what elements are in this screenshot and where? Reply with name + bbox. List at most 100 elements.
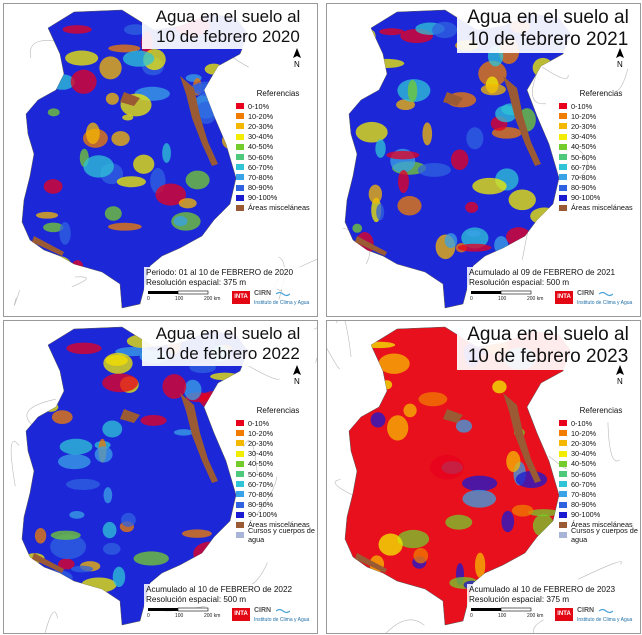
legend-label: 60-70%: [571, 162, 597, 172]
legend-label: 90-100%: [571, 510, 601, 520]
cirn-logo-text: CIRN: [254, 607, 272, 614]
legend-item: 90-100%: [236, 510, 316, 520]
map-legend: Referencias 0-10% 10-20% 20-30% 30-40% 40-50…: [236, 89, 316, 213]
map-caption: Acumulado al 09 de FEBRERO de 2021 Resol…: [467, 267, 640, 289]
moisture-patch: [466, 127, 484, 150]
map-caption: Acumulado al 10 de FEBRERO de 2023 Resol…: [467, 584, 640, 606]
moisture-patch: [450, 149, 469, 171]
legend-item: 80-90%: [559, 500, 639, 510]
moisture-patch: [122, 114, 134, 121]
moisture-patch: [59, 438, 93, 455]
moisture-patch: [462, 475, 498, 492]
legend-swatch: [236, 420, 244, 427]
neighbor-border-line: [26, 398, 56, 428]
moisture-patch: [520, 237, 538, 248]
legend-item: 80-90%: [559, 183, 639, 193]
map-title-line-2: 10 de febrero 2022: [156, 344, 300, 363]
moisture-patch: [506, 450, 521, 473]
legend-label: 0-10%: [248, 101, 270, 111]
moisture-patch: [386, 150, 420, 160]
legend-label: 90-100%: [248, 193, 278, 203]
moisture-patch: [111, 131, 130, 147]
legend-swatch: [559, 174, 567, 181]
moisture-patch: [209, 222, 242, 232]
moisture-patch: [530, 207, 559, 225]
moisture-patch: [103, 542, 121, 555]
moisture-patch: [43, 222, 64, 233]
scale-bar-graphic: [148, 290, 209, 295]
legend-label: Áreas misceláneas: [248, 203, 310, 213]
legend-swatch: [236, 501, 244, 508]
moisture-patch: [397, 196, 422, 216]
north-label: N: [294, 377, 300, 386]
moisture-patch: [209, 96, 227, 112]
map-legend: Referencias 0-10% 10-20% 20-30% 30-40% 40-50…: [559, 89, 639, 213]
legend-swatch: [559, 184, 567, 191]
moisture-patch: [184, 379, 202, 401]
inta-cirn-logo: INTA CIRN Instituto de Clima y Agua: [232, 605, 314, 629]
legend-label: 40-50%: [571, 459, 597, 469]
moisture-patch: [35, 211, 59, 219]
legend-swatch: [559, 491, 567, 498]
legend-swatch: [559, 113, 567, 120]
institute-name: Instituto de Clima y Agua: [577, 617, 633, 623]
scale-label-100: 100: [175, 613, 184, 619]
legend-item: 0-10%: [559, 101, 639, 111]
map-legend: Referencias 0-10% 10-20% 20-30% 30-40% 40-50…: [559, 406, 639, 544]
legend-item: 30-40%: [559, 449, 639, 459]
legend-label: 80-90%: [248, 183, 274, 193]
inta-logo: INTA: [555, 608, 573, 621]
moisture-patch: [369, 58, 405, 68]
moisture-patch: [355, 121, 388, 143]
moisture-patch: [65, 50, 99, 66]
moisture-patch: [123, 24, 147, 35]
north-arrow-icon: [616, 365, 624, 375]
legend-item: 40-50%: [559, 459, 639, 469]
legend-swatch: [236, 440, 244, 447]
legend-swatch: [559, 133, 567, 140]
legend-label: 80-90%: [571, 500, 597, 510]
legend-label: 90-100%: [248, 510, 278, 520]
moisture-patch: [43, 179, 63, 194]
moisture-patch: [51, 410, 73, 424]
misc-areas-north: [443, 92, 463, 106]
legend-swatch: [236, 511, 244, 518]
neighbor-border-line: [533, 619, 544, 633]
scale-label-0: 0: [147, 296, 150, 302]
moisture-patch: [432, 21, 458, 39]
inta-cirn-logo: INTA CIRN Instituto de Clima y Agua: [555, 605, 637, 629]
legend-label: 70-80%: [571, 172, 597, 182]
north-arrow-icon: [293, 48, 301, 58]
caption-resolution: Resolución espacial: 500 m: [469, 278, 570, 287]
legend-swatch: [559, 103, 567, 110]
moisture-patch: [108, 44, 141, 53]
neighbor-border-line: [256, 476, 278, 515]
moisture-patch: [193, 541, 229, 566]
north-label: N: [617, 377, 623, 386]
moisture-patch: [407, 79, 418, 102]
legend-item: Cursos y cuerpos de agua: [236, 526, 316, 544]
moisture-patch: [104, 206, 122, 221]
scale-label-200: 200 km: [204, 613, 221, 619]
moisture-patch: [205, 226, 221, 248]
legend-label: 10-20%: [571, 428, 597, 438]
north-label: N: [617, 60, 623, 69]
legend-label: 60-70%: [248, 162, 274, 172]
water-wave-icon: [599, 291, 613, 297]
moisture-patch: [398, 169, 409, 194]
caption-resolution: Resolución espacial: 500 m: [146, 595, 247, 604]
neighbor-border-line: [615, 68, 629, 92]
legend-label: 20-30%: [571, 438, 597, 448]
cirn-logo-text: CIRN: [577, 290, 595, 297]
moisture-patch: [102, 420, 123, 438]
soil-water-map: [10, 326, 317, 633]
legend-item: Áreas misceláneas: [236, 520, 316, 530]
legend-swatch: [559, 460, 567, 467]
legend-swatch: [559, 501, 567, 508]
moisture-patch: [102, 373, 139, 393]
moisture-patch: [455, 419, 472, 433]
misc-areas-parana-delta: [180, 393, 218, 483]
moisture-patch: [133, 551, 169, 566]
legend-item: 20-30%: [559, 121, 639, 131]
legend-label: 70-80%: [248, 172, 274, 182]
